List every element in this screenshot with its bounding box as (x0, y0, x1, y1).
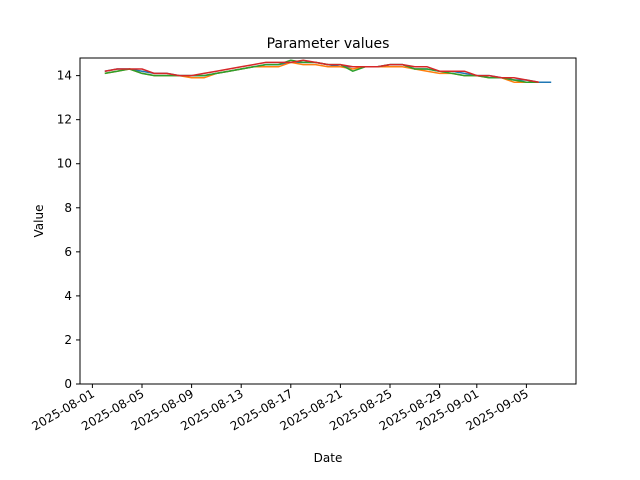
y-tick-label: 10 (57, 157, 72, 171)
x-axis-label: Date (314, 451, 343, 465)
y-axis: 0 2 4 6 8 10 12 14 (57, 69, 80, 391)
y-axis-label: Value (32, 205, 46, 238)
series-layer (104, 59, 552, 83)
y-tick-label: 12 (57, 113, 72, 127)
y-tick-label: 2 (64, 333, 72, 347)
plot-frame (79, 57, 577, 385)
y-tick-label: 14 (57, 69, 72, 83)
series-line-4 (104, 59, 539, 83)
chart-title: Parameter values (267, 36, 390, 52)
y-tick-label: 6 (64, 245, 72, 259)
y-tick-label: 4 (64, 289, 72, 303)
y-tick-label: 0 (64, 377, 72, 391)
y-tick-label: 8 (64, 201, 72, 215)
